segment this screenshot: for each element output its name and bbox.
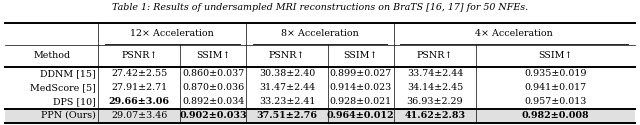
Text: 30.38±2.40: 30.38±2.40	[259, 69, 315, 78]
Text: 34.14±2.45: 34.14±2.45	[407, 83, 463, 92]
Text: 8× Acceleration: 8× Acceleration	[281, 29, 359, 38]
Text: 12× Acceleration: 12× Acceleration	[131, 29, 214, 38]
Text: 4× Acceleration: 4× Acceleration	[476, 29, 553, 38]
Text: Method: Method	[33, 51, 70, 60]
Text: 0.870±0.036: 0.870±0.036	[182, 83, 244, 92]
Text: PSNR↑: PSNR↑	[121, 51, 157, 60]
Text: 27.91±2.71: 27.91±2.71	[111, 83, 167, 92]
Text: 29.66±3.06: 29.66±3.06	[109, 97, 170, 106]
Text: 37.51±2.76: 37.51±2.76	[257, 111, 317, 120]
Text: PSNR↑: PSNR↑	[269, 51, 305, 60]
Text: 0.964±0.012: 0.964±0.012	[327, 111, 394, 120]
Text: SSIM↑: SSIM↑	[538, 51, 573, 60]
Text: 36.93±2.29: 36.93±2.29	[406, 97, 463, 106]
Text: 0.914±0.023: 0.914±0.023	[330, 83, 392, 92]
Text: 0.892±0.034: 0.892±0.034	[182, 97, 244, 106]
Text: PPN (Ours): PPN (Ours)	[41, 111, 96, 120]
Text: 29.07±3.46: 29.07±3.46	[111, 111, 168, 120]
Text: 27.42±2.55: 27.42±2.55	[111, 69, 168, 78]
Text: DDNM [15]: DDNM [15]	[40, 69, 96, 78]
Text: PSNR↑: PSNR↑	[417, 51, 453, 60]
Text: 0.899±0.027: 0.899±0.027	[330, 69, 392, 78]
Text: SSIM↑: SSIM↑	[196, 51, 230, 60]
Text: MedScore [5]: MedScore [5]	[30, 83, 96, 92]
Text: Table 1: Results of undersampled MRI reconstructions on BraTS [16, 17] for 50 NF: Table 1: Results of undersampled MRI rec…	[112, 2, 528, 12]
Text: 0.860±0.037: 0.860±0.037	[182, 69, 244, 78]
Text: 0.928±0.021: 0.928±0.021	[330, 97, 392, 106]
Text: 31.47±2.44: 31.47±2.44	[259, 83, 315, 92]
Text: 41.62±2.83: 41.62±2.83	[404, 111, 465, 120]
Bar	[5, 108, 635, 122]
Text: DPS [10]: DPS [10]	[53, 97, 96, 106]
Text: 0.902±0.033: 0.902±0.033	[179, 111, 247, 120]
Text: 0.941±0.017: 0.941±0.017	[524, 83, 587, 92]
Text: 33.74±2.44: 33.74±2.44	[407, 69, 463, 78]
Text: 0.982±0.008: 0.982±0.008	[522, 111, 589, 120]
Text: 33.23±2.41: 33.23±2.41	[259, 97, 315, 106]
Text: SSIM↑: SSIM↑	[344, 51, 378, 60]
Text: 0.957±0.013: 0.957±0.013	[524, 97, 587, 106]
Text: 0.935±0.019: 0.935±0.019	[524, 69, 587, 78]
